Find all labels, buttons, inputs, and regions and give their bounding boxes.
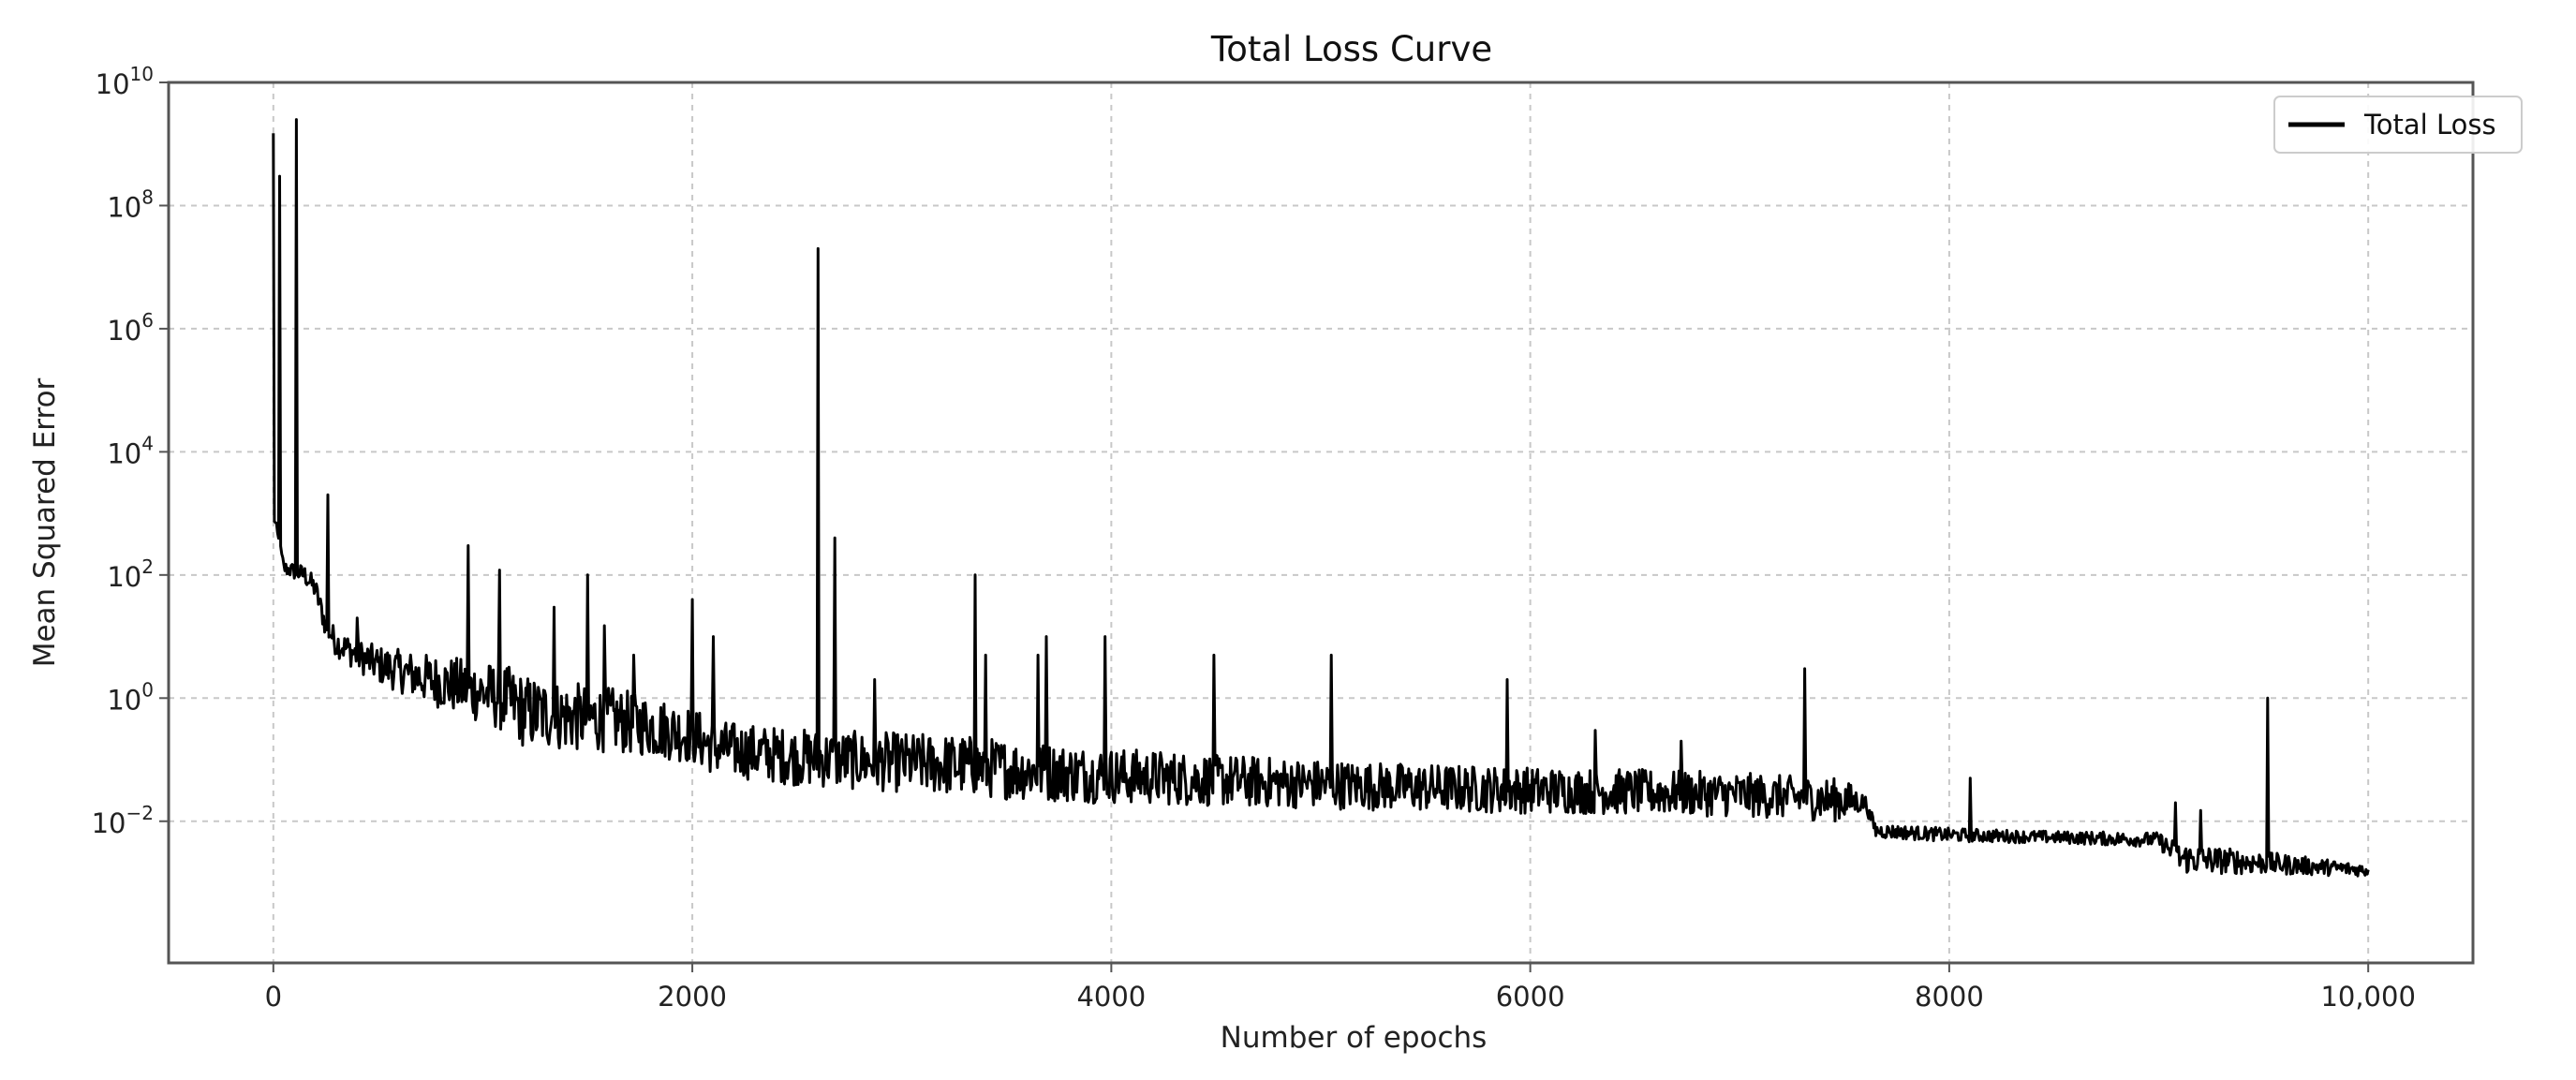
series-line-total-loss [272, 118, 2370, 878]
y-tick-label: 1010 [96, 63, 154, 100]
x-tick-label: 10,000 [2320, 981, 2415, 1013]
plot-frame [167, 81, 2475, 965]
y-tick-label: 108 [107, 185, 154, 223]
legend-box [2273, 96, 2523, 154]
y-axis-label: Mean Squared Error [28, 377, 62, 667]
x-tick-label: 0 [265, 981, 282, 1013]
x-axis-label: Number of epochs [1221, 1021, 1488, 1055]
x-tick-label: 2000 [658, 981, 727, 1013]
y-tick-label: 100 [107, 678, 154, 716]
x-tick-label: 4000 [1076, 981, 1146, 1013]
chart-title: Total Loss Curve [1210, 29, 1492, 69]
x-tick-label: 6000 [1496, 981, 1565, 1013]
legend-entry-total-loss: Total Loss [2363, 109, 2496, 141]
legend: Total Loss [2273, 96, 2523, 154]
y-tick-label: 10−2 [92, 802, 154, 839]
y-tick-label: 102 [107, 555, 154, 593]
series-layer [272, 118, 2370, 878]
y-tick-label: 104 [107, 432, 154, 469]
x-tick-label: 8000 [1915, 981, 1984, 1013]
y-tick-label: 106 [107, 309, 154, 347]
tick-layer: 0 2000 4000 6000 8000 10,000 10−2 100 102 104 106 1… [92, 63, 2416, 1013]
